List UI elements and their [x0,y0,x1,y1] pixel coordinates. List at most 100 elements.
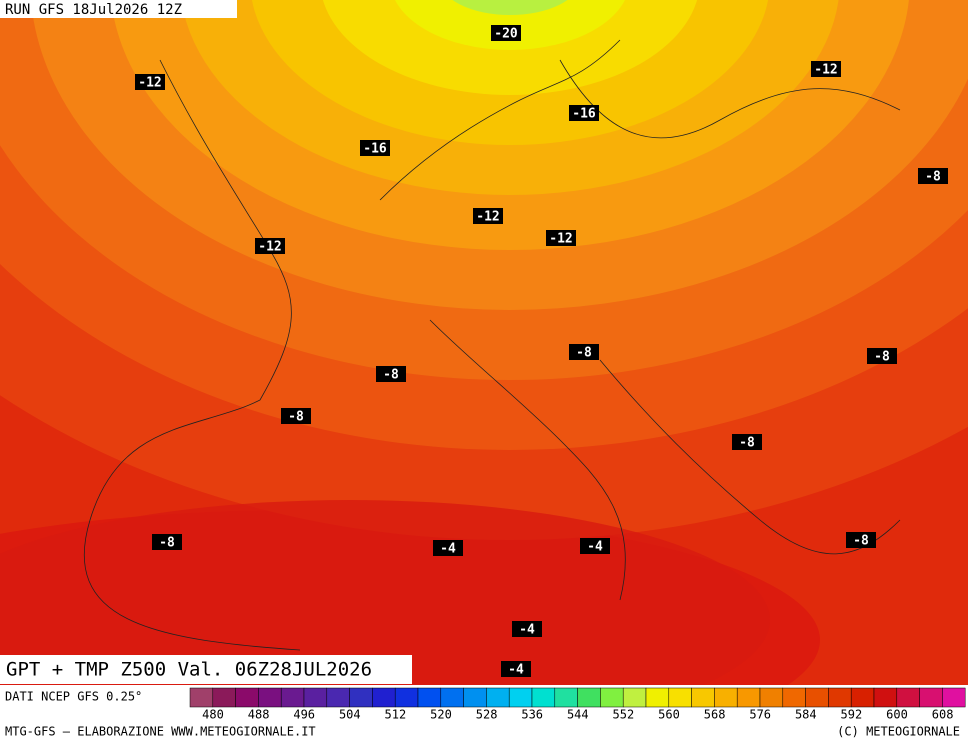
color-swatch [600,687,624,708]
source-label: DATI NCEP GFS 0.25° [5,690,142,704]
color-swatch [873,687,898,708]
color-swatch [828,687,852,708]
color-swatch [850,687,875,708]
color-swatch [554,687,578,708]
height-band [395,0,625,50]
color-swatch [440,687,464,708]
temp-label-box [580,538,610,554]
temp-label-box [135,74,165,90]
scale-tick-label: 496 [293,708,315,722]
temp-label: -12 [814,63,837,78]
color-swatch [645,687,670,708]
temp-label: -4 [508,663,524,678]
color-swatch [508,687,533,708]
scale-tick-label: 528 [476,708,498,722]
temp-label-box [360,140,390,156]
color-swatch [235,687,259,708]
temp-label: -8 [159,536,175,551]
color-swatch [577,687,601,708]
color-swatch [622,687,647,708]
scale-tick-label: 608 [932,708,954,722]
scale-tick-label: 480 [202,708,224,722]
scale-tick-label: 568 [704,708,726,722]
color-swatch [714,687,738,708]
temp-label: -4 [440,542,456,557]
color-swatch [394,687,419,708]
run-label: RUN GFS 18Jul2026 12Z [5,2,182,18]
copyright: (C) METEOGIORNALE [837,725,960,739]
scale-tick-label: 512 [385,708,407,722]
color-swatch [463,687,487,708]
scale-tick-label: 520 [430,708,452,722]
scale-tick-label: 584 [795,708,817,722]
temp-label-box [918,168,948,184]
scale-tick-label: 504 [339,708,361,722]
color-swatch [668,687,692,708]
temp-label: -12 [549,232,572,247]
temp-label-box [569,344,599,360]
scale-tick-label: 600 [886,708,908,722]
temp-label-box [512,621,542,637]
temp-label: -16 [572,107,596,122]
coastline [379,39,901,201]
temp-label: -4 [587,540,603,555]
color-swatch [759,687,784,708]
temp-label-box [376,366,406,382]
color-swatch [691,687,715,708]
temp-label-box [546,230,576,246]
temp-label-box [732,434,762,450]
temp-label-box [846,532,876,548]
temp-label-box [255,238,285,254]
temp-label: -8 [925,170,941,185]
color-swatch [212,687,236,708]
scale-tick-label: 488 [248,708,270,722]
color-swatch [417,687,442,708]
title-box [0,655,412,684]
temp-label: -8 [739,436,755,451]
color-swatch [486,687,510,708]
temp-label-box [501,661,531,677]
temp-label: -8 [383,368,399,383]
temp-label-box [281,408,311,424]
color-swatch [189,687,214,708]
temp-label-box [569,105,599,121]
temp-label: -12 [258,240,281,255]
scale-tick-label: 592 [841,708,863,722]
temp-label: -8 [288,410,304,425]
temp-label: -12 [476,210,499,225]
color-swatch [805,687,829,708]
temp-label-box [473,208,503,224]
temp-label-box [867,348,897,364]
color-swatch [280,687,305,708]
scale-tick-label: 536 [521,708,543,722]
coastline [84,59,301,651]
height-band [0,500,770,685]
color-scale: 480 488 496 504 512 520 528 536 544 552 560 568 576 5… [189,687,966,722]
temp-label: -20 [494,27,518,42]
color-swatch [782,687,806,708]
temp-label-box [811,61,841,77]
temp-label: -8 [874,350,890,365]
temp-label: -4 [519,623,535,638]
credit: MTG-GFS — ELABORAZIONE WWW.METEOGIORNALE… [5,725,316,739]
color-swatch [919,687,943,708]
scale-tick-label: 560 [658,708,680,722]
coastline [429,319,901,601]
temp-label-box [152,534,182,550]
color-swatch [531,687,556,708]
scale-tick-label: 576 [749,708,771,722]
scale-tick-label: 544 [567,708,589,722]
color-swatch [326,687,350,708]
color-swatch [736,687,761,708]
scale-tick-label: 552 [613,708,635,722]
temp-label: -16 [363,142,387,157]
run-box [0,0,237,18]
color-swatch [258,687,282,708]
temp-label-box [491,25,521,41]
height-band [452,0,568,15]
temp-label: -8 [853,534,869,549]
temp-label-box [433,540,463,556]
color-swatch [349,687,373,708]
